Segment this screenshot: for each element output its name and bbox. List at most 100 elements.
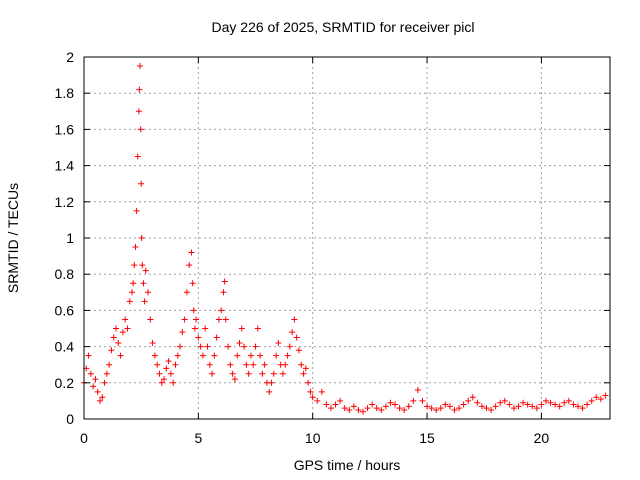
data-point [378, 406, 385, 413]
data-point [231, 376, 238, 383]
data-point [106, 361, 113, 368]
data-point [115, 339, 122, 346]
data-point [469, 394, 476, 401]
data-point [538, 401, 545, 408]
data-point [220, 289, 227, 296]
data-point [191, 325, 198, 332]
data-point [364, 405, 371, 412]
data-point [142, 267, 149, 274]
data-point [307, 388, 314, 395]
data-point [309, 394, 316, 401]
data-point [243, 361, 250, 368]
data-point [122, 316, 129, 323]
data-point [561, 399, 568, 406]
y-tick-label: 1.2 [55, 194, 75, 210]
data-point [451, 406, 458, 413]
data-point [133, 207, 140, 214]
data-point [337, 397, 344, 404]
data-point [250, 361, 257, 368]
data-point [279, 370, 286, 377]
data-point [139, 262, 146, 269]
data-point [556, 403, 563, 410]
data-point [108, 347, 115, 354]
data-point [126, 298, 133, 305]
data-point [193, 316, 200, 323]
y-tick-label: 1 [66, 230, 74, 246]
data-point [257, 352, 264, 359]
data-point [94, 388, 101, 395]
data-point [170, 379, 177, 386]
x-tick-label: 20 [534, 430, 550, 446]
data-point [167, 370, 174, 377]
data-point [188, 249, 195, 256]
data-point [172, 361, 179, 368]
data-point [286, 343, 293, 350]
data-point [234, 352, 241, 359]
data-point [213, 334, 220, 341]
data-point [552, 401, 559, 408]
data-point [515, 403, 522, 410]
data-point [261, 361, 268, 368]
y-tick-label: 0.4 [55, 339, 75, 355]
data-point [547, 399, 554, 406]
data-point [137, 63, 144, 70]
data-point [346, 406, 353, 413]
data-point [295, 347, 302, 354]
data-point [456, 405, 463, 412]
x-tick-label: 0 [80, 430, 88, 446]
data-point [533, 405, 540, 412]
data-point [565, 397, 572, 404]
data-point [136, 86, 143, 93]
data-point [588, 397, 595, 404]
data-point [392, 401, 399, 408]
data-point [373, 405, 380, 412]
data-point [247, 352, 254, 359]
data-point [501, 397, 508, 404]
data-point [227, 361, 234, 368]
data-point [282, 361, 289, 368]
data-point [437, 405, 444, 412]
data-point [158, 379, 165, 386]
data-point [132, 244, 139, 251]
data-point [497, 399, 504, 406]
y-tick-label: 0.2 [55, 375, 75, 391]
data-point [241, 343, 248, 350]
data-point [382, 403, 389, 410]
data-point [90, 383, 97, 390]
data-point [593, 394, 600, 401]
data-point [574, 403, 581, 410]
data-point [137, 126, 144, 133]
data-point [202, 325, 209, 332]
data-point [524, 401, 531, 408]
y-tick-label: 0.8 [55, 266, 75, 282]
data-point [113, 325, 120, 332]
data-point [129, 289, 136, 296]
data-point [131, 262, 138, 269]
data-point [465, 397, 472, 404]
data-point [149, 339, 156, 346]
data-point [273, 352, 280, 359]
data-point [506, 401, 513, 408]
data-point [140, 280, 147, 287]
data-point [156, 370, 163, 377]
data-point [570, 401, 577, 408]
data-point [85, 352, 92, 359]
data-point [332, 401, 339, 408]
data-point [145, 289, 152, 296]
data-point [222, 316, 229, 323]
data-point [314, 397, 321, 404]
data-point [183, 289, 190, 296]
data-point [327, 405, 334, 412]
y-tick-label: 0 [66, 411, 74, 427]
data-point [474, 399, 481, 406]
x-tick-label: 15 [419, 430, 435, 446]
data-point [245, 370, 252, 377]
data-point [602, 392, 609, 399]
data-point [165, 358, 172, 365]
data-point [97, 397, 104, 404]
data-point [424, 403, 431, 410]
data-point [284, 352, 291, 359]
data-point [318, 388, 325, 395]
y-tick-label: 2 [66, 49, 74, 65]
